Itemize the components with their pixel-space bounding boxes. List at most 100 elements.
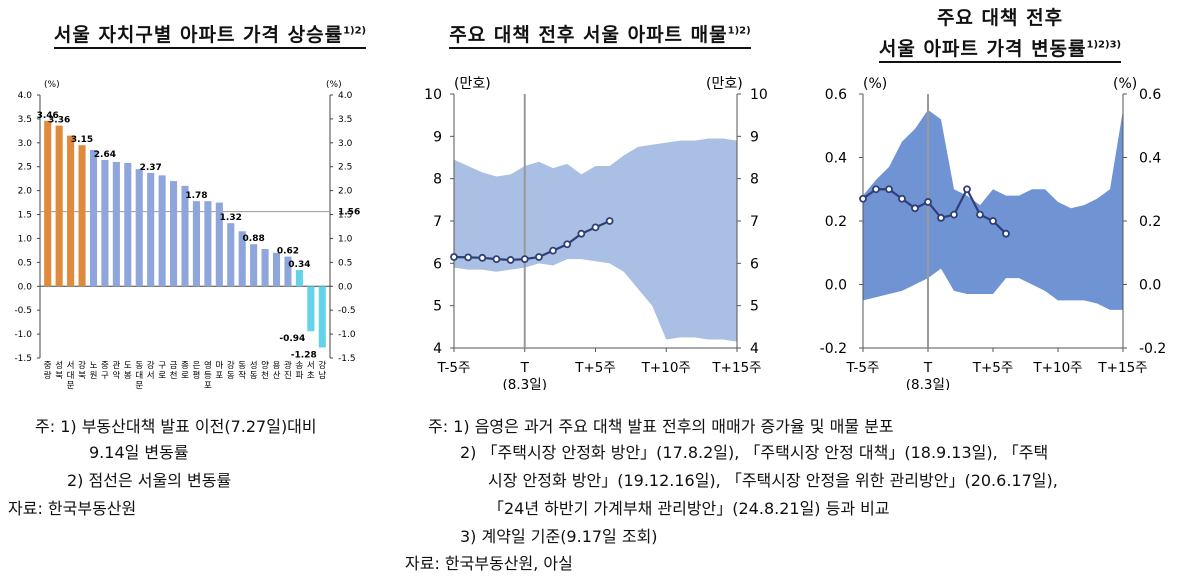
y-tick-label-right: 0.0 [338, 282, 353, 292]
y-tick-label-left: 10 [424, 87, 442, 103]
category-label: 등 [204, 371, 212, 381]
series-point [605, 217, 614, 225]
series-point [563, 240, 572, 249]
bar [55, 125, 63, 287]
bar [181, 185, 189, 287]
y-tick-label-right: 4.0 [338, 91, 353, 101]
series-point [1002, 229, 1010, 238]
panel2-unit-left: (만호) [454, 76, 491, 92]
series-point [450, 253, 458, 261]
category-label: 영 [204, 360, 212, 371]
bar [192, 201, 200, 287]
y-tick-label-left: 3.0 [18, 139, 33, 149]
y-tick-label-right: 10 [750, 87, 768, 103]
category-label: 로 [158, 371, 166, 381]
panel3-unit-right: (%) [1113, 76, 1137, 92]
series-point [911, 204, 919, 213]
x-tick-sublabel: (8.3일) [906, 377, 950, 390]
panel2-source: 자료: 한국부동산원, 아실 [405, 554, 573, 573]
category-label: 금 [170, 361, 178, 371]
y-tick-label-left: -0.2 [820, 341, 847, 357]
panel1-source: 자료: 한국부동산원 [8, 499, 137, 518]
data-label: 2.64 [94, 150, 116, 160]
series-point [976, 210, 984, 219]
y-tick-label-left: 7 [433, 214, 442, 230]
category-label: 진 [284, 370, 292, 381]
series-point [872, 185, 880, 194]
y-tick-label-right: 0.4 [1139, 151, 1161, 167]
y-tick-label-left: 9 [433, 129, 442, 145]
y-tick-label-right: -0.2 [1139, 341, 1166, 357]
data-label: 0.34 [288, 260, 310, 270]
panel2-note-3: 시장 안정화 방안」(19.12.16일), 「주택시장 안정을 위한 관리방안… [488, 471, 1058, 490]
y-tick-label-left: 0.0 [18, 282, 33, 292]
y-tick-label-left: 1.0 [18, 234, 33, 244]
y-tick-label-left: 6 [433, 256, 442, 272]
y-tick-label-right: 3.0 [338, 139, 353, 149]
panel2-note-1: 주: 1) 음영은 과거 주요 대책 발표 전후의 매매가 증가율 및 매물 분… [428, 417, 894, 436]
category-label: 은 [193, 361, 201, 371]
series-point [520, 255, 529, 264]
bar [250, 244, 258, 287]
x-tick-label: T [520, 360, 530, 376]
panel3-title-line2: 서울 아파트 가격 변동률 [878, 38, 1087, 61]
category-label: 랑 [44, 370, 52, 381]
panel1-unit-left: (%) [44, 80, 60, 90]
panel3-title-line1: 주요 대책 전후 [936, 7, 1064, 29]
category-label: 도 [124, 361, 132, 371]
y-tick-label-left: 1.5 [18, 211, 32, 221]
category-label: 파 [295, 371, 303, 381]
y-tick-label-right: 5 [750, 299, 759, 315]
y-tick-label-left: 5 [433, 299, 442, 315]
bar [295, 270, 303, 287]
data-label: 3.36 [48, 116, 70, 126]
category-label: 산 [273, 370, 281, 381]
data-label: 1.78 [185, 191, 207, 201]
category-label: 로 [181, 371, 189, 381]
category-label: 서 [147, 371, 155, 381]
bar [124, 162, 132, 287]
data-label: 2.37 [140, 163, 162, 173]
panel2-title-text: 주요 대책 전후 서울 아파트 매물 [449, 24, 728, 46]
x-tick-label: T-5주 [846, 360, 880, 376]
category-label: 중 [101, 361, 109, 371]
y-tick-label-right: 0.0 [1139, 278, 1161, 294]
category-label: 동 [227, 371, 235, 381]
category-label: 강 [78, 360, 86, 371]
category-label: 광 [284, 360, 292, 371]
data-label: 0.88 [243, 234, 265, 244]
bar [227, 223, 235, 287]
category-label: 마 [215, 361, 223, 371]
bar [284, 256, 292, 287]
bar [135, 169, 143, 287]
y-tick-label-right: 1.5 [338, 211, 352, 221]
distribution-band [454, 138, 737, 342]
series-point [898, 194, 906, 203]
y-tick-label-right: 9 [750, 129, 759, 145]
category-label: 악 [112, 370, 120, 381]
series-point [989, 217, 997, 225]
series-point [464, 253, 473, 262]
category-label: 동 [135, 361, 143, 371]
y-tick-label-left: -1.0 [14, 330, 32, 340]
y-tick-label-right: 6 [750, 256, 759, 272]
category-label: 문 [67, 381, 75, 391]
y-tick-label-left: 4 [433, 341, 442, 357]
category-label: 서 [307, 361, 315, 371]
series-point [492, 255, 501, 264]
x-tick-label: T+15주 [711, 360, 761, 376]
panel3-title-sup: 1)2)3) [1086, 40, 1122, 51]
y-tick-label-right: 8 [750, 172, 759, 188]
category-label: 문 [135, 381, 143, 391]
bar [318, 286, 326, 348]
bar [44, 120, 52, 287]
bar [158, 175, 166, 287]
series-point [950, 210, 958, 219]
data-label: 1.32 [220, 213, 242, 223]
bar [67, 135, 75, 287]
category-label: 서 [67, 361, 75, 371]
category-label: 송 [295, 361, 303, 371]
category-label: 북 [78, 371, 86, 381]
series-point [478, 253, 487, 262]
series-point [937, 213, 945, 222]
